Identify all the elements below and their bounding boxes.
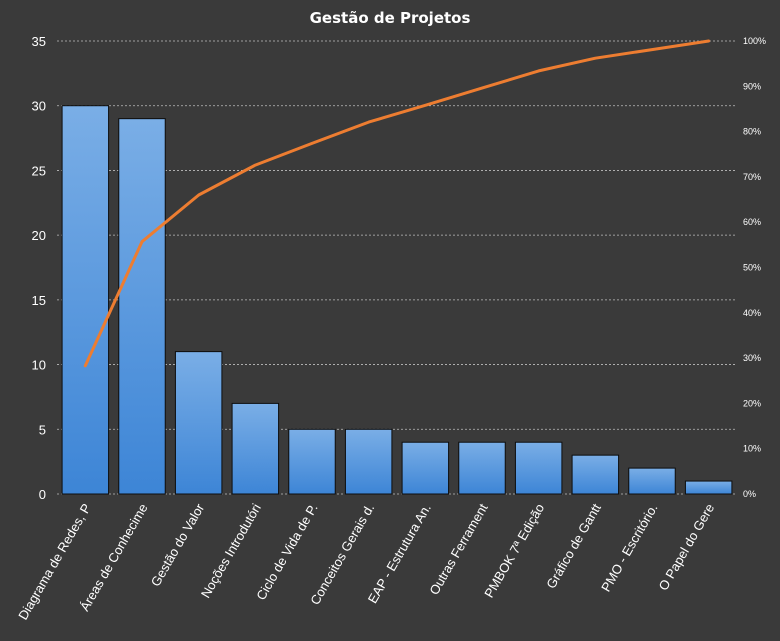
cumulative-line — [83, 39, 711, 368]
y-tick-label-right: 80% — [743, 127, 761, 137]
bar-series — [61, 105, 733, 495]
line-point — [594, 57, 597, 60]
y-tick-label-right: 40% — [743, 308, 761, 318]
x-tick-label: PMBOK 7ª Edição — [481, 501, 547, 600]
gridlines — [57, 40, 737, 495]
y-axis-left: 0 5 10 15 20 25 30 35 — [32, 34, 46, 502]
x-tick-label: Outras Ferrament — [426, 501, 490, 598]
line-point — [707, 39, 710, 43]
bar — [401, 441, 450, 495]
bar — [684, 480, 733, 495]
bar — [344, 428, 393, 495]
x-tick-label: Gráfico de Gantt — [543, 501, 604, 591]
bar — [514, 441, 563, 495]
y-tick-label-right: 20% — [743, 398, 761, 408]
y-tick-label-left: 25 — [32, 163, 46, 178]
y-tick-label-left: 5 — [39, 422, 46, 437]
y-tick-label-right: 30% — [743, 353, 761, 363]
line-point — [537, 69, 540, 73]
bar — [288, 428, 336, 495]
y-tick-label-left: 10 — [32, 358, 46, 373]
y-tick-label-right: 70% — [743, 172, 761, 182]
x-tick-label: O Papel do Gere — [655, 501, 717, 593]
x-tick-label: Noções Introdutóri — [198, 501, 264, 601]
y-tick-label-right: 10% — [743, 444, 761, 454]
line-point — [480, 86, 484, 90]
y-tick-label-right: 60% — [743, 217, 761, 227]
bar — [61, 105, 110, 495]
line-point — [140, 240, 144, 243]
x-tick-label: PMO - Escritório. — [598, 501, 660, 594]
line-point — [424, 104, 427, 107]
y-tick-label-right: 90% — [743, 81, 761, 91]
x-tick-label: EAP - Estrutura An. — [365, 501, 434, 606]
line-point — [254, 163, 257, 167]
line-point — [310, 142, 314, 145]
y-tick-label-right: 100% — [743, 36, 766, 46]
y-axis-right: 0% 10% 20% 30% 40% 50% 60% 70% 80% 90% 100% — [743, 36, 766, 499]
y-tick-label-left: 20 — [32, 228, 46, 243]
y-tick-label-left: 30 — [32, 99, 46, 114]
x-tick-label: Gestão do Valor — [148, 500, 208, 589]
x-tick-label: Conceitos Gerais d. — [307, 501, 377, 607]
x-tick-label: Ciclo de Vida de P. — [253, 501, 320, 603]
cumulative-line-series — [83, 39, 711, 368]
chart-title: Gestão de Projetos — [310, 9, 471, 27]
line-point — [197, 193, 200, 197]
y-tick-label-left: 15 — [32, 293, 46, 308]
y-tick-label-right: 0% — [743, 489, 756, 499]
bar — [174, 351, 223, 495]
line-point — [367, 120, 370, 124]
bar — [458, 441, 506, 495]
bar — [628, 467, 676, 495]
line-point — [84, 364, 87, 368]
bar — [231, 402, 280, 495]
y-tick-label-left: 35 — [32, 34, 46, 49]
y-tick-label-right: 50% — [743, 263, 761, 273]
line-point — [650, 48, 654, 51]
bar — [571, 454, 620, 495]
y-tick-label-left: 0 — [39, 487, 46, 502]
bar — [118, 118, 166, 495]
